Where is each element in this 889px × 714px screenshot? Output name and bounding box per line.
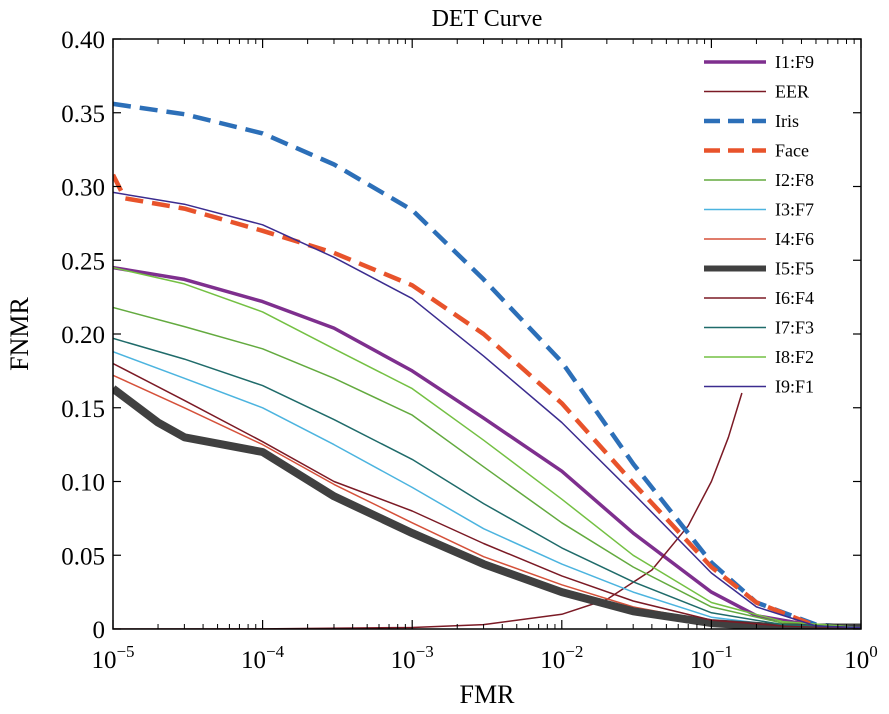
series-line-iris <box>113 101 861 629</box>
series-line-i4-f6 <box>113 374 861 629</box>
x-tick-label: 10−2 <box>540 642 583 674</box>
series-line-i5-f5 <box>113 385 861 629</box>
y-tick-label: 0.10 <box>61 470 105 497</box>
chart-title: DET Curve <box>432 6 543 32</box>
legend-label-i1-f9: I1:F9 <box>775 52 814 72</box>
x-axis-title: FMR <box>460 680 516 709</box>
series-line-i2-f8 <box>113 306 861 629</box>
x-tick-label: 10−4 <box>241 642 285 674</box>
series-line-face <box>113 173 861 629</box>
legend-label-i4-f6: I4:F6 <box>775 229 814 249</box>
ticks-layer: 0 0.05 0.10 0.15 0.20 0.25 0.30 0.35 0.40 10−5 10−… <box>61 27 878 674</box>
x-tick-label: 10−5 <box>91 642 134 674</box>
y-tick-label: 0 <box>93 617 106 644</box>
plot-frame <box>112 38 862 630</box>
x-tick-label: 10−3 <box>391 642 434 674</box>
legend-label-i3-f7: I3:F7 <box>775 200 814 220</box>
legend-label-eer: EER <box>775 82 809 102</box>
legend-label-i9-f1: I9:F1 <box>775 377 814 397</box>
series-layer <box>113 101 861 629</box>
legend-label-i8-f2: I8:F2 <box>775 347 814 367</box>
series-line-i7-f3 <box>113 337 861 629</box>
series-line-eer <box>113 392 743 629</box>
series-line-i6-f4 <box>113 362 861 629</box>
y-tick-label: 0.20 <box>61 322 105 349</box>
legend-label-i2-f8: I2:F8 <box>775 170 814 190</box>
legend-label-i7-f3: I7:F3 <box>775 318 814 338</box>
x-tick-label: 10−1 <box>690 642 733 674</box>
y-tick-label: 0.05 <box>61 543 105 570</box>
series-line-i8-f2 <box>113 266 861 629</box>
y-tick-label: 0.40 <box>61 27 105 54</box>
y-tick-label: 0.35 <box>61 101 105 128</box>
legend: I1:F9 EER Iris Face I2:F8 I3:F7 I4:F6 I5:F5 I6:F… <box>704 52 814 397</box>
legend-label-face: Face <box>775 141 809 161</box>
x-tick-label: 100 <box>844 642 878 674</box>
y-tick-label: 0.15 <box>61 396 105 423</box>
legend-label-i6-f4: I6:F4 <box>775 288 814 308</box>
y-tick-label: 0.30 <box>61 175 105 202</box>
legend-label-i5-f5: I5:F5 <box>775 259 814 279</box>
legend-label-iris: Iris <box>775 111 799 131</box>
y-axis-title: FNMR <box>5 296 34 370</box>
series-line-i3-f7 <box>113 350 861 629</box>
y-tick-label: 0.25 <box>61 248 105 275</box>
series-line-i9-f1 <box>113 191 861 629</box>
